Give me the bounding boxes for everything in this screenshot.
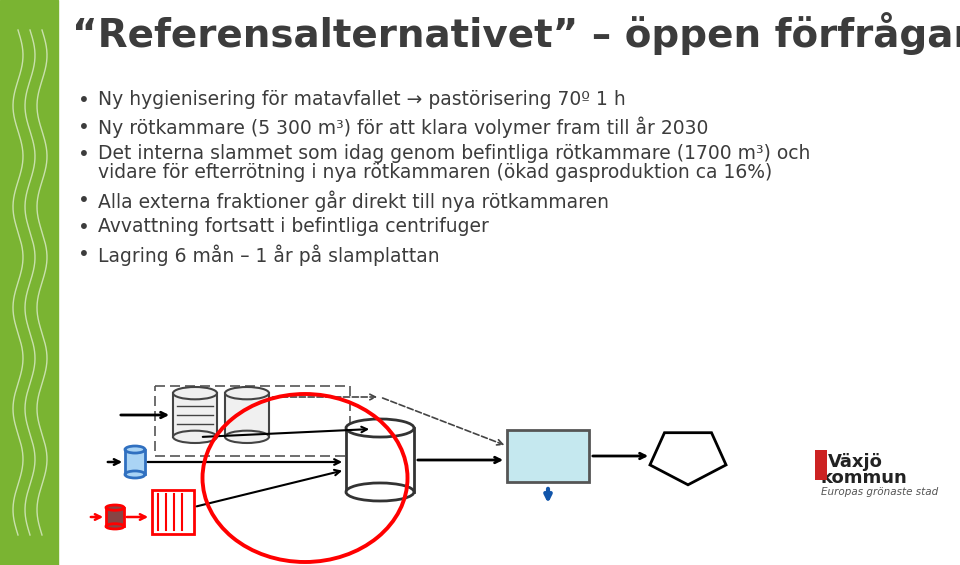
- Bar: [173, 393, 217, 437]
- Text: •: •: [78, 191, 90, 210]
- Ellipse shape: [225, 431, 269, 443]
- Text: vidare för efterrötning i nya rötkammaren (ökad gasproduktion ca 16%): vidare för efterrötning i nya rötkammare…: [98, 163, 772, 182]
- Ellipse shape: [125, 471, 145, 478]
- Text: •: •: [78, 245, 90, 264]
- Text: Alla externa fraktioner går direkt till nya rötkammaren: Alla externa fraktioner går direkt till …: [98, 190, 609, 211]
- Bar: [155, 386, 350, 456]
- Ellipse shape: [346, 419, 414, 437]
- Bar: [507, 430, 589, 482]
- Bar: [125, 450, 145, 475]
- Text: Avvattning fortsatt i befintliga centrifuger: Avvattning fortsatt i befintliga centrif…: [98, 217, 489, 236]
- Text: •: •: [78, 118, 90, 137]
- Text: Lagring 6 mån – 1 år på slamplattan: Lagring 6 mån – 1 år på slamplattan: [98, 244, 440, 266]
- Text: “Referensalternativet” – öppen förfrågan: “Referensalternativet” – öppen förfrågan: [72, 12, 960, 55]
- Text: kommun: kommun: [821, 469, 908, 487]
- Ellipse shape: [346, 483, 414, 501]
- Polygon shape: [650, 433, 726, 485]
- Text: •: •: [78, 145, 90, 164]
- Ellipse shape: [173, 387, 217, 399]
- Ellipse shape: [125, 446, 145, 453]
- Text: Ny hygienisering för matavfallet → pastörisering 70º 1 h: Ny hygienisering för matavfallet → pastö…: [98, 90, 626, 109]
- Bar: [346, 428, 414, 492]
- Text: Ny rötkammare (5 300 m³) för att klara volymer fram till år 2030: Ny rötkammare (5 300 m³) för att klara v…: [98, 117, 708, 138]
- Text: •: •: [78, 218, 90, 237]
- Text: Europas grönaste stad: Europas grönaste stad: [821, 487, 938, 497]
- Bar: [152, 490, 194, 534]
- Bar: [225, 393, 269, 437]
- Ellipse shape: [173, 431, 217, 443]
- Ellipse shape: [225, 387, 269, 399]
- Ellipse shape: [106, 524, 124, 529]
- Ellipse shape: [106, 505, 124, 510]
- Bar: [815, 450, 827, 480]
- Bar: [0, 0, 58, 565]
- Text: Det interna slammet som idag genom befintliga rötkammare (1700 m³) och: Det interna slammet som idag genom befin…: [98, 144, 810, 163]
- Text: Växjö: Växjö: [828, 453, 883, 471]
- Bar: [106, 507, 124, 527]
- Text: •: •: [78, 91, 90, 110]
